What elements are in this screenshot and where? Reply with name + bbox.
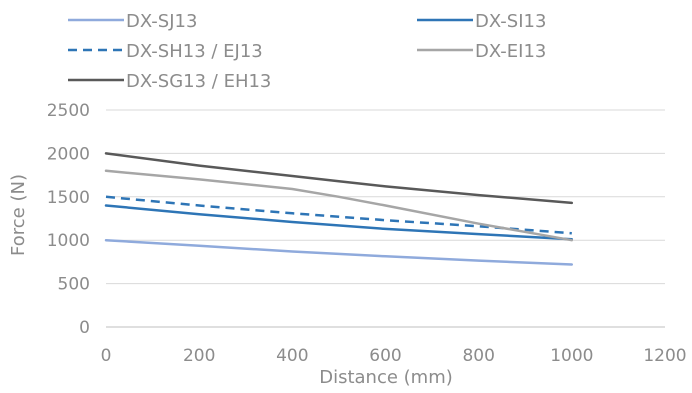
y-tick-label-500: 500 bbox=[58, 275, 90, 295]
legend-label: DX-EI13 bbox=[475, 41, 546, 62]
y-tick-label-2500: 2500 bbox=[47, 101, 90, 121]
series bbox=[104, 152, 574, 266]
x-tick-label-1000: 1000 bbox=[550, 346, 593, 366]
legend-label: DX-SG13 / EH13 bbox=[126, 71, 271, 92]
legend-item-dx-sj13: DX-SJ13 bbox=[68, 11, 197, 32]
grid bbox=[106, 109, 665, 328]
x-tick-label-200: 200 bbox=[183, 346, 215, 366]
y-tick-label-2000: 2000 bbox=[47, 144, 90, 164]
x-tick-label-400: 400 bbox=[276, 346, 308, 366]
legend-item-dx-ei13: DX-EI13 bbox=[417, 41, 546, 62]
series-line-dx-ei13 bbox=[104, 169, 574, 242]
legend-label: DX-SJ13 bbox=[126, 11, 197, 32]
x-tick-label-600: 600 bbox=[369, 346, 401, 366]
legend-label: DX-SI13 bbox=[475, 11, 546, 32]
y-tick-label-1000: 1000 bbox=[47, 231, 90, 251]
x-tick-label-0: 0 bbox=[101, 346, 112, 366]
ticks: 0 500 1000 1500 2000 2500 0 200 400 600 800 1000 120… bbox=[47, 101, 687, 366]
series-line-dx-sh13-ej13 bbox=[105, 195, 572, 235]
series-line-dx-sg13-eh13 bbox=[104, 152, 574, 205]
legend: DX-SJ13 DX-SI13 DX-SH13 / EJ13 DX-EI13 DX-SG… bbox=[68, 11, 546, 92]
series-line-dx-sj13 bbox=[104, 238, 574, 266]
x-tick-label-800: 800 bbox=[462, 346, 494, 366]
y-tick-label-1500: 1500 bbox=[47, 188, 90, 208]
y-axis-title: Force (N) bbox=[8, 174, 29, 256]
legend-item-dx-sg13-eh13: DX-SG13 / EH13 bbox=[68, 71, 271, 92]
x-tick-label-1200: 1200 bbox=[643, 346, 686, 366]
legend-item-dx-si13: DX-SI13 bbox=[417, 11, 546, 32]
y-tick-label-0: 0 bbox=[79, 318, 90, 338]
series-line-dx-si13 bbox=[104, 204, 574, 241]
legend-item-dx-sh13-ej13: DX-SH13 / EJ13 bbox=[68, 41, 263, 62]
x-axis-title: Distance (mm) bbox=[319, 367, 453, 388]
legend-label: DX-SH13 / EJ13 bbox=[126, 41, 263, 62]
